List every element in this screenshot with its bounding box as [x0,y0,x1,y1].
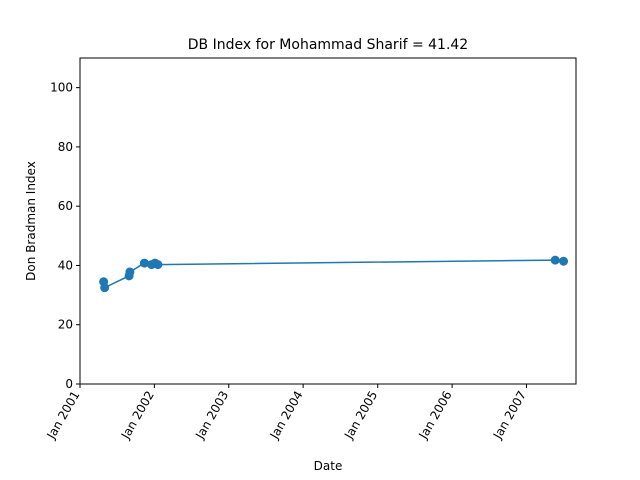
data-point [125,267,135,277]
x-tick-label: Jan 2005 [341,389,380,443]
data-point [139,258,149,268]
x-tick-label: Jan 2004 [267,389,306,443]
y-tick-label: 60 [58,199,73,213]
data-point [100,283,110,293]
x-tick-label: Jan 2007 [490,389,529,443]
plot-frame [79,57,577,385]
x-tick-label: Jan 2003 [192,389,231,443]
y-tick-label: 100 [50,81,73,95]
data-point [153,260,163,270]
x-axis-label: Date [314,459,343,473]
y-tick-label: 80 [58,140,73,154]
y-tick-label: 40 [58,258,73,272]
y-axis-label: Don Bradman Index [24,161,38,281]
series-line [102,259,564,289]
x-tick-label: Jan 2002 [118,389,157,443]
data-point [559,256,569,266]
y-tick-label: 0 [65,377,73,391]
x-tick-label: Jan 2001 [44,389,83,443]
x-tick-label: Jan 2006 [416,389,455,443]
chart-title: DB Index for Mohammad Sharif = 41.42 [188,37,468,53]
data-point [550,255,560,265]
y-tick-label: 20 [58,318,73,332]
